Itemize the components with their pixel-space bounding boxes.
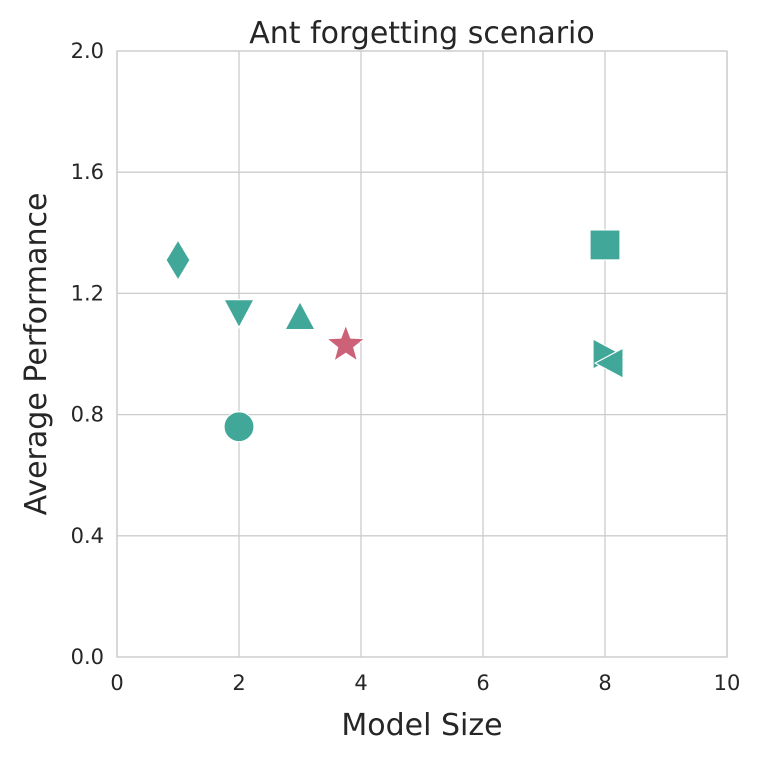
- square-marker: [589, 229, 621, 261]
- chart-title: Ant forgetting scenario: [249, 16, 595, 51]
- data-markers: [165, 229, 624, 443]
- x-tick-label: 4: [354, 671, 367, 695]
- x-axis-label: Model Size: [341, 708, 502, 743]
- y-axis-ticks: 0.0 0.4 0.8 1.2 1.6 2.0: [71, 39, 104, 669]
- x-tick-label: 6: [476, 671, 489, 695]
- x-tick-label: 2: [232, 671, 245, 695]
- plot-frame: [116, 50, 728, 658]
- circle-marker: [223, 411, 255, 443]
- star-marker: [325, 323, 367, 363]
- x-tick-label: 0: [110, 671, 123, 695]
- diamond-marker: [165, 238, 191, 282]
- y-tick-label: 2.0: [71, 39, 104, 63]
- triangle-left-marker: [593, 347, 624, 380]
- y-tick-label: 0.4: [71, 524, 104, 548]
- x-axis-ticks: 0 2 4 6 8 10: [110, 671, 740, 695]
- y-axis-label: Average Performance: [19, 193, 54, 516]
- x-tick-label: 10: [714, 671, 741, 695]
- y-tick-label: 0.0: [71, 645, 104, 669]
- triangle-up-marker: [283, 300, 317, 331]
- y-tick-label: 1.6: [71, 160, 104, 184]
- x-tick-label: 8: [598, 671, 611, 695]
- triangle-down-marker: [222, 299, 256, 329]
- y-tick-label: 1.2: [71, 281, 104, 305]
- y-tick-label: 0.8: [71, 403, 104, 427]
